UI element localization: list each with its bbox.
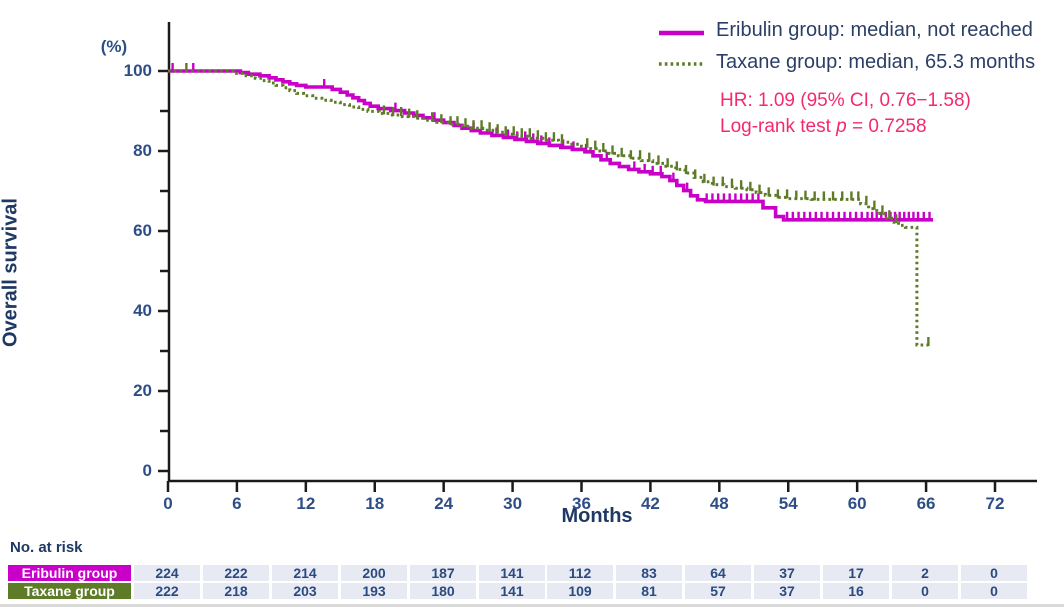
- y-tick-label: 80: [133, 141, 152, 160]
- at-risk-value: 0: [892, 583, 958, 599]
- at-risk-value: 200: [341, 565, 407, 581]
- at-risk-value: 222: [134, 583, 200, 599]
- at-risk-value: 193: [341, 583, 407, 599]
- x-tick-label: 12: [296, 494, 316, 513]
- x-tick-label: 18: [365, 494, 385, 513]
- at-risk-value: 180: [410, 583, 476, 599]
- x-tick-label: 36: [572, 494, 591, 513]
- at-risk-value: 0: [961, 565, 1027, 581]
- at-risk-value: 0: [961, 583, 1027, 599]
- legend-label-eribulin: Eribulin group: median, not reached: [716, 19, 1033, 41]
- x-tick-label: 54: [778, 494, 798, 513]
- x-tick-label: 60: [847, 494, 867, 513]
- logrank-p-symbol: p: [836, 116, 847, 137]
- at-risk-row-label-taxane-group: Taxane group: [8, 583, 131, 599]
- at-risk-value: 17: [823, 565, 889, 581]
- x-tick-label: 0: [163, 494, 173, 513]
- at-risk-value: 16: [823, 583, 889, 599]
- at-risk-value: 83: [616, 565, 682, 581]
- logrank-value: = 0.7258: [846, 116, 927, 137]
- hazard-ratio-annotation: HR: 1.09 (95% CI, 0.76−1.58): [720, 90, 971, 111]
- x-tick-label: 48: [709, 494, 729, 513]
- at-risk-value: 81: [616, 583, 682, 599]
- at-risk-value: 37: [754, 583, 820, 599]
- at-risk-value: 214: [272, 565, 338, 581]
- legend-label-taxane: Taxane group: median, 65.3 months: [716, 51, 1036, 73]
- at-risk-value: 218: [203, 583, 269, 599]
- at-risk-value: 37: [754, 565, 820, 581]
- x-axis-title: Months: [561, 505, 633, 527]
- at-risk-value: 203: [272, 583, 338, 599]
- logrank-annotation: Log-rank test p = 0.7258: [720, 116, 927, 138]
- x-tick-label: 6: [232, 494, 242, 513]
- km-curve-eribulin-group: [168, 69, 933, 222]
- at-risk-value: 187: [410, 565, 476, 581]
- at-risk-value: 224: [134, 565, 200, 581]
- y-axis-unit-label: (%): [100, 37, 128, 56]
- at-risk-value: 112: [547, 565, 613, 581]
- y-tick-label: 100: [123, 61, 152, 80]
- y-tick-label: 40: [133, 301, 152, 320]
- x-tick-label: 24: [434, 494, 454, 513]
- at-risk-value: 2: [892, 565, 958, 581]
- bottom-divider: [0, 604, 1064, 607]
- y-axis-title: Overall survival: [0, 198, 22, 347]
- x-tick-label: 42: [640, 494, 660, 513]
- at-risk-value: 57: [685, 583, 751, 599]
- logrank-prefix: Log-rank test: [720, 116, 837, 137]
- at-risk-value: 222: [203, 565, 269, 581]
- at-risk-row-label-eribulin-group: Eribulin group: [8, 565, 131, 581]
- x-tick-label: 30: [503, 494, 523, 513]
- y-tick-label: 20: [133, 381, 152, 400]
- x-tick-label: 72: [985, 494, 1005, 513]
- at-risk-value: 141: [479, 583, 545, 599]
- at-risk-value: 64: [685, 565, 751, 581]
- km-curve-taxane-group: [168, 69, 929, 347]
- at-risk-header: No. at risk: [10, 539, 83, 556]
- at-risk-value: 141: [479, 565, 545, 581]
- at-risk-value: 109: [547, 583, 613, 599]
- y-tick-label: 0: [142, 461, 152, 480]
- y-tick-label: 60: [133, 221, 152, 240]
- x-tick-label: 66: [916, 494, 936, 513]
